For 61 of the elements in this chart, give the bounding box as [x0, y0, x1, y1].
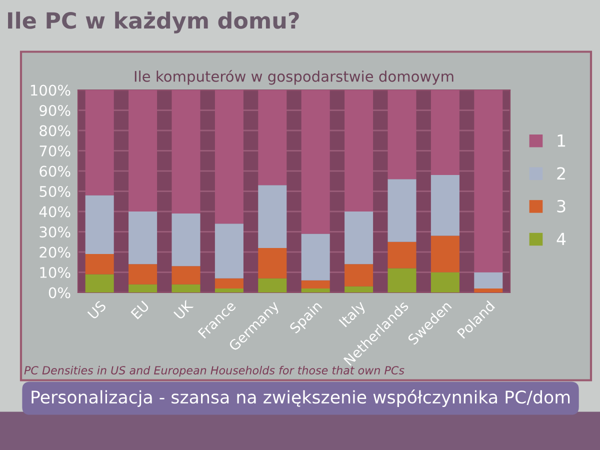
- bar: [301, 90, 330, 234]
- bar: [474, 90, 503, 272]
- y-tick-label: 40%: [39, 206, 70, 218]
- y-tick-label: 0%: [48, 287, 70, 298]
- text: PC Densities in US and European Households for those that own PCs: [24, 366, 404, 377]
- bar: [214, 224, 244, 278]
- legend-label: 4: [556, 232, 566, 246]
- bar: [430, 236, 460, 272]
- bar: [128, 212, 158, 264]
- bar: [258, 278, 287, 292]
- bar: [344, 212, 374, 264]
- bar: [128, 264, 158, 284]
- y-tick-label: 50%: [40, 186, 70, 197]
- bar: [430, 272, 460, 292]
- bar: [172, 284, 200, 292]
- y-tick-label: 60%: [40, 166, 70, 177]
- bar: [258, 90, 287, 186]
- x-tick-label: EU: [130, 300, 150, 320]
- y-tick-label: 80%: [40, 125, 70, 136]
- legend-label: 1: [558, 134, 566, 147]
- legend-label: 3: [557, 200, 566, 212]
- bar: [128, 90, 158, 212]
- bar: [388, 242, 416, 268]
- bar: [344, 90, 374, 212]
- bar: [344, 264, 374, 286]
- y-tick-label: 10%: [40, 266, 70, 278]
- text: Personalizacja - szansa na zwiększenie współczynnika PC/dom: [32, 390, 570, 407]
- bar: [258, 185, 287, 248]
- bar: [301, 288, 330, 292]
- bar: [388, 179, 416, 242]
- bar: [214, 278, 244, 288]
- bar: [388, 268, 416, 292]
- y-tick-label: 100%: [30, 84, 70, 96]
- y-tick-label: 30%: [40, 226, 70, 238]
- bar: [214, 90, 244, 224]
- bar: [214, 288, 244, 292]
- bar: [85, 195, 114, 254]
- bar: [85, 90, 114, 196]
- x-tick-label: US: [87, 300, 107, 320]
- bar: [85, 274, 114, 292]
- y-tick-label: 70%: [40, 145, 70, 156]
- bar: [474, 272, 503, 288]
- y-tick-label: 20%: [40, 246, 70, 258]
- chart-subtitle: Ile komputerów w gospodarstwie domowym: [134, 70, 454, 85]
- bar: [388, 90, 416, 180]
- bar: [258, 248, 287, 278]
- bar: [128, 284, 158, 292]
- y-tick-label: 90%: [40, 104, 70, 116]
- bar: [474, 288, 503, 292]
- chart-title: Ile PC w każdym domu?: [8, 12, 299, 34]
- bar: [344, 286, 374, 292]
- bar: [301, 234, 330, 280]
- bar: [430, 90, 460, 176]
- bar: [85, 254, 114, 274]
- x-tick-label: UK: [174, 300, 194, 320]
- bar: [301, 280, 330, 288]
- bar: [172, 90, 200, 214]
- bar: [172, 266, 200, 284]
- bar: [172, 214, 200, 266]
- legend-label: 2: [557, 167, 565, 180]
- bar: [430, 175, 460, 236]
